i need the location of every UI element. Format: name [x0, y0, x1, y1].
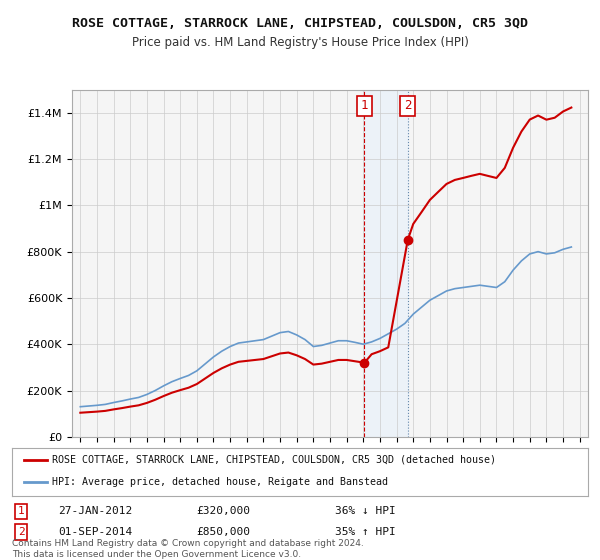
- Text: 35% ↑ HPI: 35% ↑ HPI: [335, 527, 395, 537]
- Text: 2: 2: [18, 527, 25, 537]
- Text: £320,000: £320,000: [196, 506, 250, 516]
- Text: 01-SEP-2014: 01-SEP-2014: [58, 527, 133, 537]
- Text: Price paid vs. HM Land Registry's House Price Index (HPI): Price paid vs. HM Land Registry's House …: [131, 36, 469, 49]
- Text: Contains HM Land Registry data © Crown copyright and database right 2024.
This d: Contains HM Land Registry data © Crown c…: [12, 539, 364, 559]
- Text: 2: 2: [404, 99, 412, 113]
- Text: HPI: Average price, detached house, Reigate and Banstead: HPI: Average price, detached house, Reig…: [52, 477, 388, 487]
- Bar: [364, 90, 408, 437]
- Text: 1: 1: [18, 506, 25, 516]
- Text: 36% ↓ HPI: 36% ↓ HPI: [335, 506, 395, 516]
- Text: £850,000: £850,000: [196, 527, 250, 537]
- Text: ROSE COTTAGE, STARROCK LANE, CHIPSTEAD, COULSDON, CR5 3QD: ROSE COTTAGE, STARROCK LANE, CHIPSTEAD, …: [72, 17, 528, 30]
- Text: 1: 1: [361, 99, 368, 113]
- Text: ROSE COTTAGE, STARROCK LANE, CHIPSTEAD, COULSDON, CR5 3QD (detached house): ROSE COTTAGE, STARROCK LANE, CHIPSTEAD, …: [52, 455, 496, 465]
- Text: 27-JAN-2012: 27-JAN-2012: [58, 506, 133, 516]
